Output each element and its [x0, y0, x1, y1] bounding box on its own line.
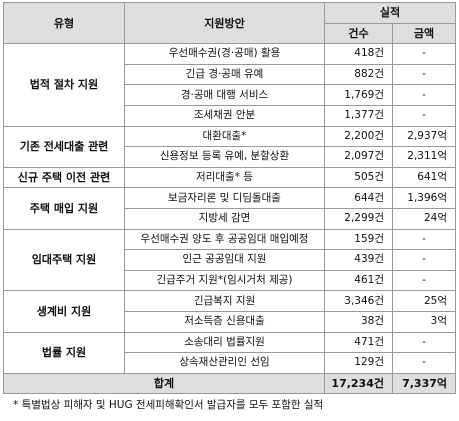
total-row: 합계 17,234건 7,337억 [3, 372, 456, 395]
count-cell: 129건 [324, 352, 393, 374]
count-cell: 471건 [324, 331, 393, 354]
plan-cell: 우선매수권(경·공매) 활용 [124, 43, 325, 65]
table-row: 기존 전세대출 관련 대환대출* 2,200건 2,937억 [3, 125, 456, 168]
table-row: 신규 주택 이전 관련 저리대출* 등 505건 641억 [3, 166, 456, 189]
amount-cell: - [392, 269, 456, 292]
table-row: 지방세 감면 2,299건 24억 [4, 207, 456, 230]
table-row: 인근 공공임대 지원 439건 - [4, 249, 456, 271]
amount-cell: - [392, 43, 456, 65]
amount-cell: - [392, 249, 456, 271]
amount-cell: 641억 [392, 166, 456, 189]
count-cell: 2,097건 [324, 146, 393, 168]
amount-cell: - [392, 63, 456, 86]
count-cell: 2,299건 [324, 207, 393, 230]
plan-cell: 우선매수권 양도 후 공공임대 매입예정 [124, 228, 325, 251]
table-header: 유형 지원방안 실적 건수 금액 [3, 1, 456, 45]
count-cell: 418건 [324, 43, 393, 65]
plan-cell: 저소득층 신용대출 [124, 310, 325, 333]
support-results-table-container: 유형 지원방안 실적 건수 금액 법적 절차 지원 우선매수권(경·공매) 활용 4… [3, 1, 456, 395]
amount-cell: 25억 [392, 290, 456, 312]
type-cell: 법적 절차 지원 [3, 43, 125, 127]
plan-cell: 긴급복지 지원 [124, 290, 325, 312]
plan-cell: 인근 공공임대 지원 [124, 249, 325, 271]
plan-cell: 조세채권 안분 [124, 104, 325, 127]
table-row: 저소득층 신용대출 38건 3억 [4, 310, 456, 333]
header-count: 건수 [324, 22, 393, 45]
header-amount: 금액 [392, 22, 456, 45]
plan-cell: 지방세 감면 [124, 207, 325, 230]
amount-cell: 3억 [392, 310, 456, 333]
plan-cell: 긴급주거 지원*(임시거처 제공) [124, 269, 325, 292]
header-plan: 지원방안 [124, 1, 325, 45]
total-label: 합계 [3, 372, 325, 395]
count-cell: 439건 [324, 249, 393, 271]
plan-cell: 신용정보 등록 유예, 분할상환 [124, 146, 325, 168]
table-row: 상속재산관리인 선임 129건 - [4, 352, 456, 374]
table-row: 법률 지원 소송대리 법률지원 471건 - [3, 331, 456, 374]
type-cell: 기존 전세대출 관련 [3, 125, 125, 168]
plan-cell: 보금자리론 및 디딤돌대출 [124, 187, 325, 209]
amount-cell: - [392, 228, 456, 251]
table-row: 주택 매입 지원 보금자리론 및 디딤돌대출 644건 1,396억 [3, 187, 456, 230]
amount-cell: - [392, 84, 456, 106]
plan-cell: 저리대출* 등 [124, 166, 325, 189]
type-cell: 법률 지원 [3, 331, 125, 374]
type-cell: 임대주택 지원 [3, 228, 125, 292]
count-cell: 159건 [324, 228, 393, 251]
amount-cell: - [392, 331, 456, 354]
table-row: 임대주택 지원 우선매수권 양도 후 공공임대 매입예정 159건 - [3, 228, 456, 292]
table-body: 법적 절차 지원 우선매수권(경·공매) 활용 418건 - 긴급 경·공매 유예 882… [3, 43, 456, 374]
plan-cell: 상속재산관리인 선임 [124, 352, 325, 374]
count-cell: 38건 [324, 310, 393, 333]
amount-cell: 1,396억 [392, 187, 456, 209]
amount-cell: 24억 [392, 207, 456, 230]
plan-cell: 대환대출* [124, 125, 325, 148]
total-amount: 7,337억 [392, 372, 456, 395]
count-cell: 882건 [324, 63, 393, 86]
count-cell: 1,377건 [324, 104, 393, 127]
total-count: 17,234건 [324, 372, 393, 395]
count-cell: 505건 [324, 166, 393, 189]
plan-cell: 소송대리 법률지원 [124, 331, 325, 354]
header-type: 유형 [3, 1, 125, 45]
count-cell: 3,346건 [324, 290, 393, 312]
type-cell: 주택 매입 지원 [3, 187, 125, 230]
header-results: 실적 [324, 2, 456, 24]
amount-cell: - [392, 352, 456, 374]
count-cell: 1,769건 [324, 84, 393, 106]
amount-cell: 2,311억 [392, 146, 456, 168]
table-row: 법적 절차 지원 우선매수권(경·공매) 활용 418건 - [3, 43, 456, 127]
count-cell: 461건 [324, 269, 393, 292]
support-results-table: 유형 지원방안 실적 건수 금액 법적 절차 지원 우선매수권(경·공매) 활용 4… [3, 1, 456, 395]
type-cell: 신규 주택 이전 관련 [3, 166, 125, 189]
count-cell: 644건 [324, 187, 393, 209]
plan-cell: 경·공매 대행 서비스 [124, 84, 325, 106]
table-row: 생계비 지원 긴급복지 지원 3,346건 25억 [3, 290, 456, 333]
amount-cell: 2,937억 [392, 125, 456, 148]
count-cell: 2,200건 [324, 125, 393, 148]
footnote: * 특별법상 피해자 및 HUG 전세피해확인서 발급자를 모두 포함한 실적 [13, 399, 324, 411]
amount-cell: - [392, 104, 456, 127]
type-cell: 생계비 지원 [3, 290, 125, 333]
plan-cell: 긴급 경·공매 유예 [124, 63, 325, 86]
